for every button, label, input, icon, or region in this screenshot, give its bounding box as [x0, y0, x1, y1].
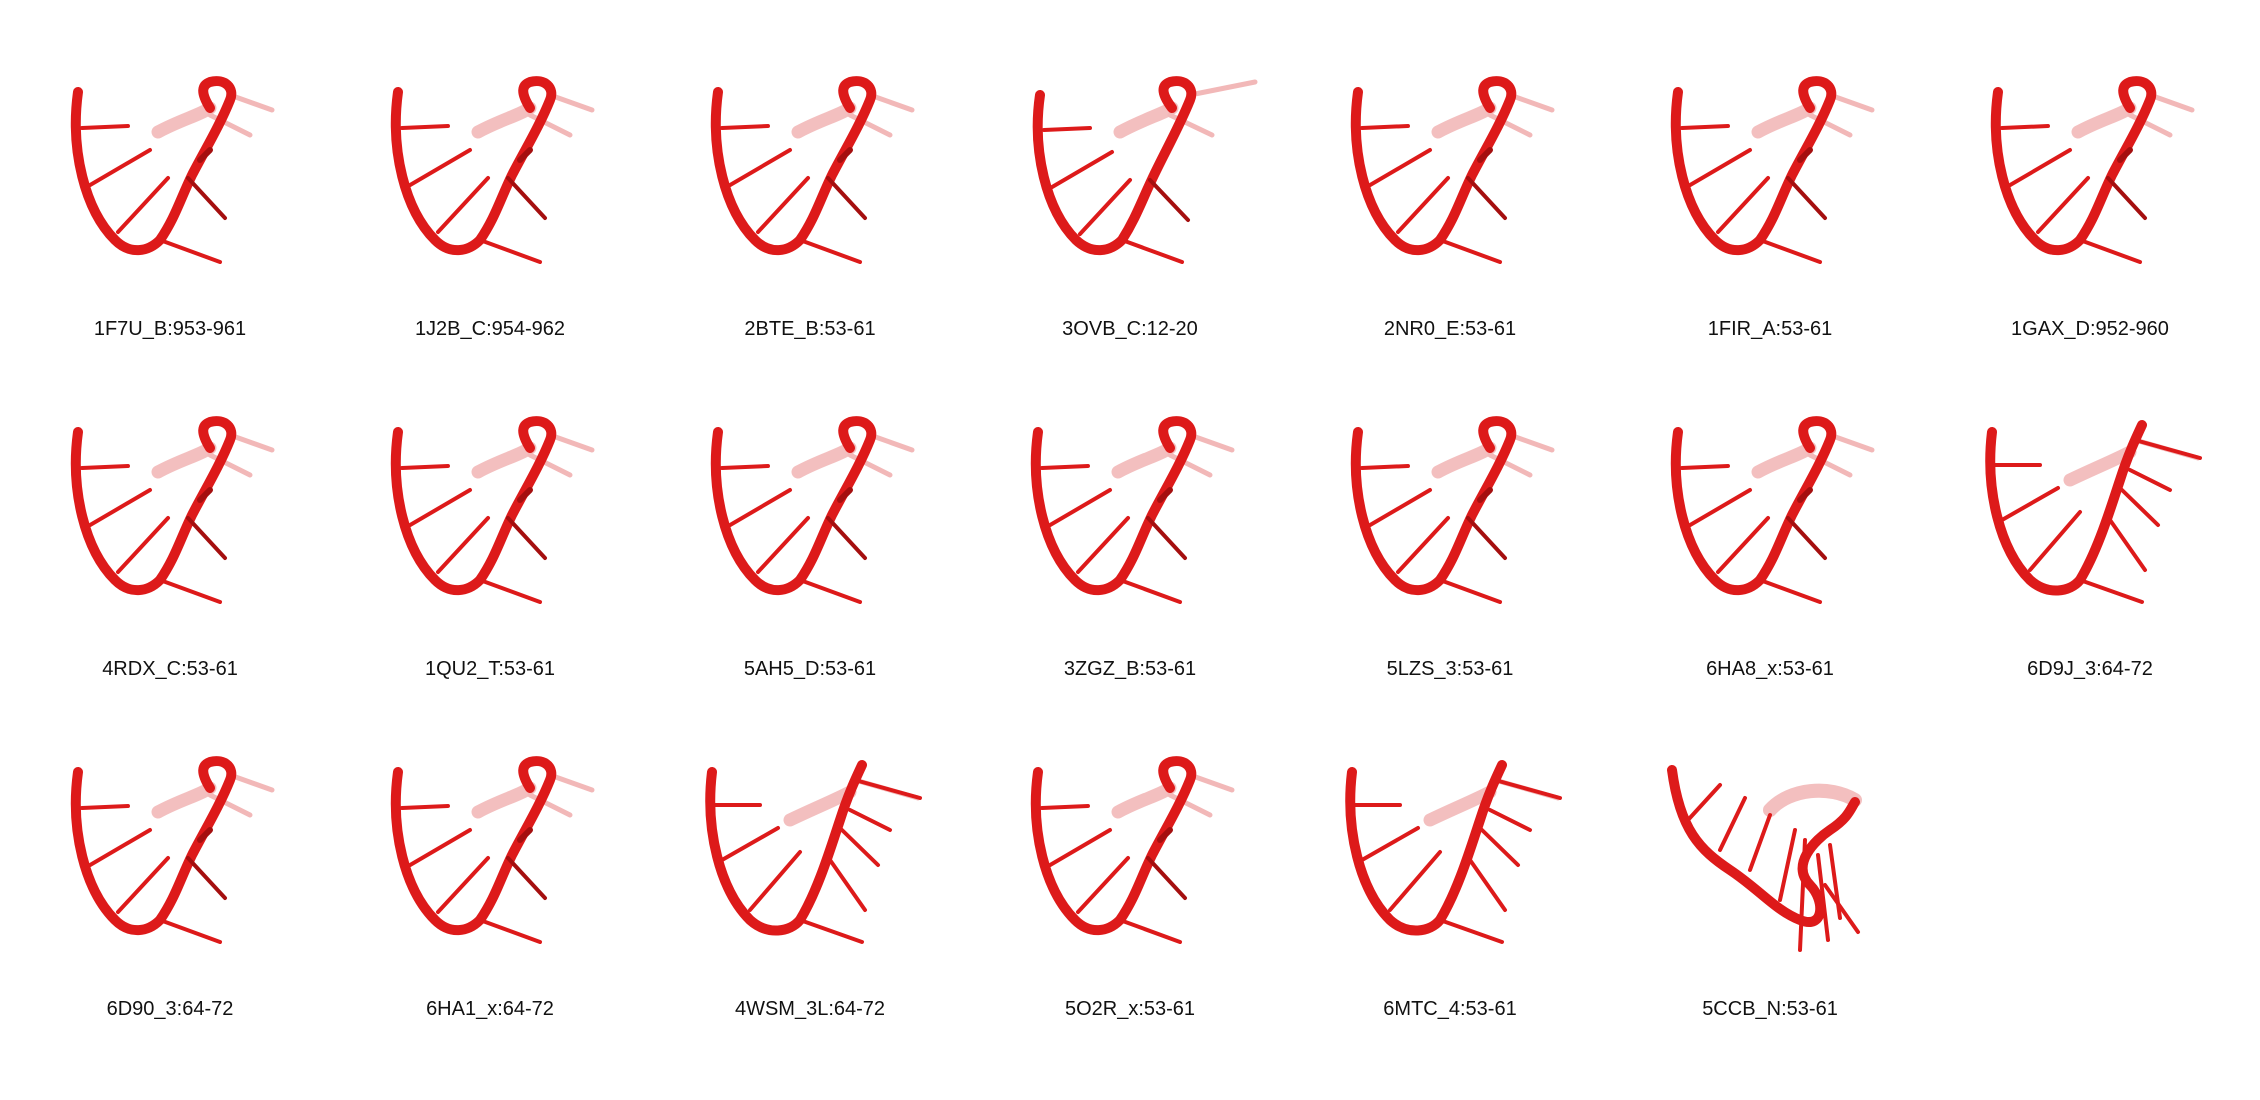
structure-panel: 5CCB_N:53-61 — [1610, 680, 1930, 1020]
structure-panel: 1J2B_C:954-962 — [330, 0, 650, 340]
structure-panel: 6HA1_x:64-72 — [330, 680, 650, 1020]
structure-label: 1GAX_D:952-960 — [2011, 318, 2169, 340]
structure-panel: 6D90_3:64-72 — [10, 680, 330, 1020]
structure-panel: 1QU2_T:53-61 — [330, 340, 650, 680]
rna-structure-render — [1670, 76, 1875, 264]
rna-structure-render — [710, 76, 915, 264]
rna-structure-render — [70, 756, 275, 944]
rna-structure-render — [1350, 416, 1555, 604]
rna-structure-render — [390, 76, 595, 264]
structure-label: 3OVB_C:12-20 — [1062, 318, 1198, 340]
structure-panel: 2BTE_B:53-61 — [650, 0, 970, 340]
rna-structure-render — [1990, 76, 2195, 264]
rna-structure-render — [1350, 76, 1555, 264]
structure-label: 5AH5_D:53-61 — [743, 658, 877, 680]
rna-structure-render — [1030, 416, 1235, 604]
rna-structure-render — [390, 756, 595, 944]
structure-label: 1QU2_T:53-61 — [424, 658, 556, 680]
structure-panel: 3ZGZ_B:53-61 — [970, 340, 1290, 680]
structure-label: 4WSM_3L:64-72 — [734, 998, 886, 1020]
rna-structure-render — [705, 760, 922, 944]
rna-structure-render — [390, 416, 595, 604]
rna-structure-render — [1345, 760, 1562, 944]
structure-label: 1J2B_C:954-962 — [414, 318, 566, 340]
structure-panel: 4RDX_C:53-61 — [10, 340, 330, 680]
structure-label: 5O2R_x:53-61 — [1064, 998, 1196, 1020]
structure-panel: 2NR0_E:53-61 — [1290, 0, 1610, 340]
structure-panel: 6HA8_x:53-61 — [1610, 340, 1930, 680]
structure-label: 6HA1_x:64-72 — [426, 998, 554, 1020]
structure-panel: 5O2R_x:53-61 — [970, 680, 1290, 1020]
structure-label: 6MTC_4:53-61 — [1383, 998, 1517, 1020]
rna-structure-render — [70, 416, 275, 604]
structure-label: 6D90_3:64-72 — [106, 998, 234, 1020]
structure-panel: 3OVB_C:12-20 — [970, 0, 1290, 340]
rna-structure-render — [1667, 765, 1862, 952]
structure-label: 5CCB_N:53-61 — [1702, 998, 1838, 1020]
structure-label: 6D9J_3:64-72 — [2027, 658, 2153, 680]
structure-label: 5LZS_3:53-61 — [1386, 658, 1514, 680]
rna-structure-render — [1985, 420, 2202, 604]
structure-label: 4RDX_C:53-61 — [102, 658, 238, 680]
rna-structure-render — [1030, 756, 1235, 944]
structure-label: 2BTE_B:53-61 — [744, 318, 876, 340]
structure-label: 1F7U_B:953-961 — [93, 318, 247, 340]
rna-structure-render — [710, 416, 915, 604]
rna-structure-render — [1670, 416, 1875, 604]
structure-panel: 6MTC_4:53-61 — [1290, 680, 1610, 1020]
structure-panel: 1F7U_B:953-961 — [10, 0, 330, 340]
structure-panel: 1FIR_A:53-61 — [1610, 0, 1930, 340]
structure-panel: 5AH5_D:53-61 — [650, 340, 970, 680]
structure-panel: 6D9J_3:64-72 — [1930, 340, 2250, 680]
structure-panel: 1GAX_D:952-960 — [1930, 0, 2250, 340]
structure-panel: 5LZS_3:53-61 — [1290, 340, 1610, 680]
structure-label: 6HA8_x:53-61 — [1706, 658, 1834, 680]
structure-label: 3ZGZ_B:53-61 — [1063, 658, 1197, 680]
structure-label: 1FIR_A:53-61 — [1707, 318, 1833, 340]
rna-structure-render — [1032, 76, 1258, 264]
rna-structure-render — [70, 76, 275, 264]
structure-panel: 4WSM_3L:64-72 — [650, 680, 970, 1020]
structure-label: 2NR0_E:53-61 — [1383, 318, 1517, 340]
